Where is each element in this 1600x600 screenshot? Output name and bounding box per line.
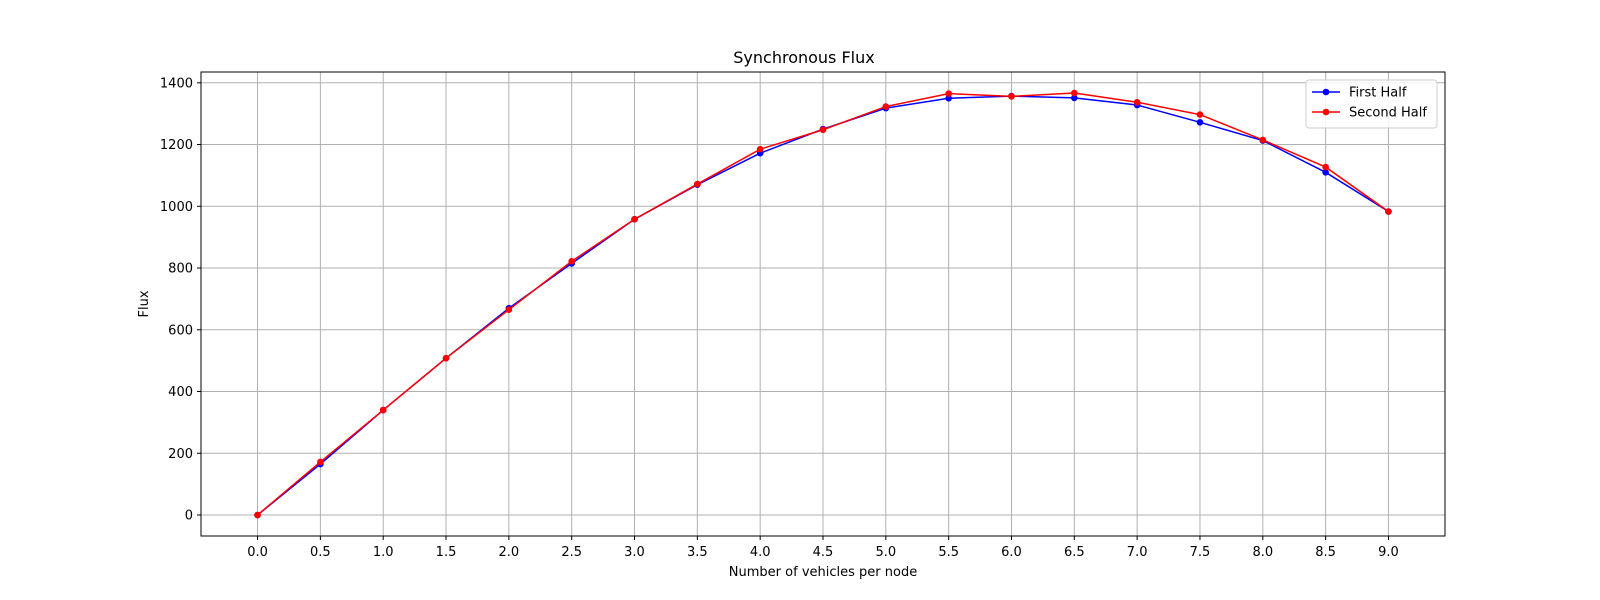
legend-label-first-half: First Half [1349, 86, 1407, 101]
data-point-second-half [1133, 98, 1141, 106]
y-tick-label: 0 [185, 509, 193, 524]
x-tick-label: 8.5 [1315, 545, 1336, 560]
x-tick-label: 2.5 [561, 545, 582, 560]
x-tick-label: 1.0 [373, 545, 394, 560]
data-point-second-half [694, 180, 701, 188]
y-tick-label: 800 [168, 262, 193, 277]
y-axis-label: Flux [137, 290, 152, 317]
data-point-second-half [945, 90, 952, 97]
x-tick-label: 7.5 [1190, 545, 1211, 560]
plot-area [254, 89, 1392, 519]
data-point-second-half [1196, 111, 1204, 118]
y-tick-label: 200 [168, 447, 193, 462]
chart-title: Synchronous Flux [733, 48, 874, 67]
x-tick-label: 9.0 [1378, 545, 1399, 560]
x-tick-label: 5.5 [938, 545, 959, 560]
axis-ticks: 0.0 0.5 1.0 1.5 2.0 2.5 3.0 3.5 4.0 4.5 5.0 5.5 6.0 6… [160, 76, 1399, 560]
legend: First Half Second Half [1305, 79, 1438, 129]
data-point-second-half [882, 103, 890, 110]
data-point-second-half [1385, 208, 1392, 215]
data-point-second-half [379, 406, 387, 414]
legend-marker-first-half [1322, 88, 1330, 96]
x-tick-label: 1.5 [436, 545, 457, 560]
y-tick-label: 400 [168, 385, 193, 400]
data-point-second-half [317, 458, 324, 466]
x-tick-label: 3.0 [624, 545, 645, 560]
data-point-first-half [945, 94, 952, 102]
data-point-first-half [1071, 94, 1078, 102]
x-tick-label: 4.0 [750, 545, 771, 560]
x-tick-label: 0.0 [247, 545, 268, 560]
data-point-second-half [568, 257, 575, 265]
data-point-first-half [1322, 169, 1329, 176]
legend-marker-second-half [1322, 108, 1330, 116]
x-axis-label: Number of vehicles per node [729, 565, 917, 580]
x-tick-label: 6.5 [1064, 545, 1085, 560]
x-tick-label: 4.5 [813, 545, 834, 560]
data-point-second-half [254, 511, 261, 519]
x-tick-label: 7.0 [1127, 545, 1148, 560]
x-tick-label: 6.0 [1001, 545, 1022, 560]
x-tick-label: 8.0 [1252, 545, 1273, 560]
x-tick-label: 0.5 [310, 545, 331, 560]
data-point-second-half [442, 354, 450, 362]
data-point-second-half [631, 215, 638, 223]
data-point-first-half [1196, 119, 1204, 126]
data-point-second-half [1259, 136, 1267, 144]
y-tick-label: 1000 [160, 200, 193, 215]
legend-label-second-half: Second Half [1349, 106, 1427, 121]
x-tick-label: 2.0 [499, 545, 520, 560]
y-tick-label: 600 [168, 323, 193, 338]
data-point-second-half [756, 145, 764, 153]
data-point-second-half [1322, 163, 1329, 171]
y-tick-label: 1200 [160, 138, 193, 153]
data-point-second-half [1071, 89, 1078, 97]
x-tick-label: 3.5 [687, 545, 708, 560]
data-point-second-half [819, 126, 827, 134]
data-point-second-half [1008, 93, 1015, 100]
data-point-second-half [505, 306, 513, 314]
y-tick-label: 1400 [160, 76, 193, 91]
plot-frame [200, 71, 1446, 537]
x-tick-label: 5.0 [875, 545, 896, 560]
